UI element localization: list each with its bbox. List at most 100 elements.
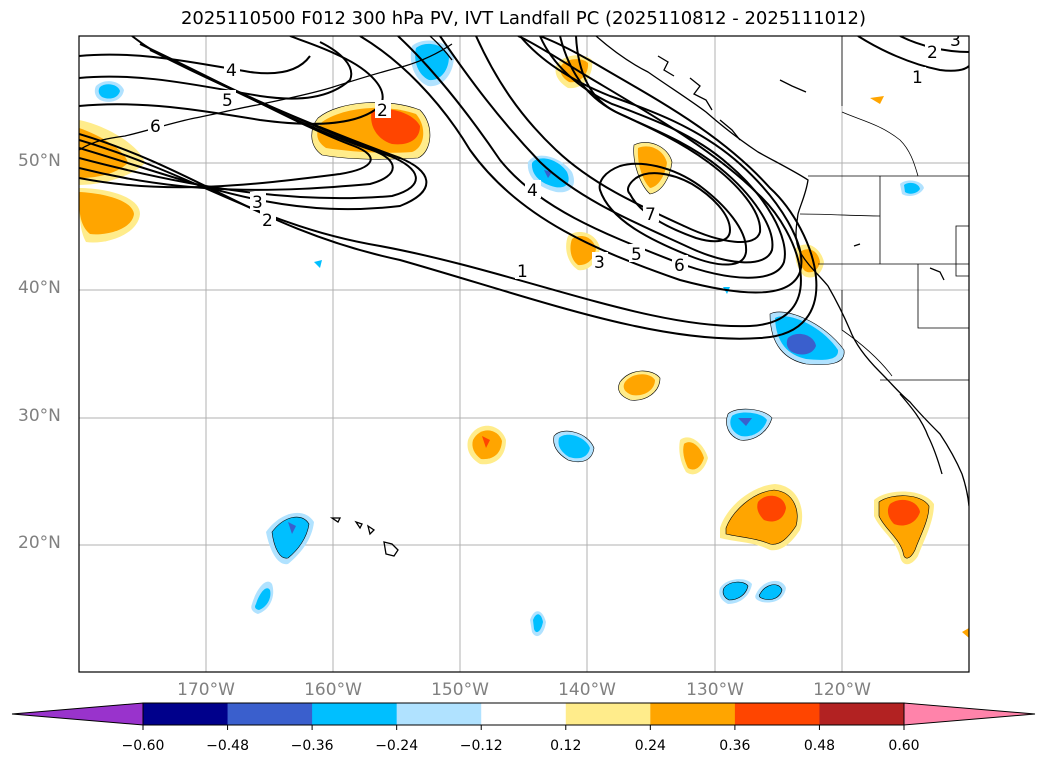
colorbar-bin xyxy=(396,703,482,725)
pv-patch xyxy=(723,582,748,600)
colorbar-tick-label: 0.36 xyxy=(719,738,751,754)
colorbar-frame xyxy=(142,702,905,726)
state-border xyxy=(917,264,969,329)
baja-coast xyxy=(899,393,943,475)
hawaii-island xyxy=(366,524,376,536)
lat-label-20n: 20°N xyxy=(18,533,61,553)
ivt-contour-4 xyxy=(79,53,417,200)
ivt-contour-7 xyxy=(79,36,384,125)
bc-islands xyxy=(657,55,675,77)
contour-label: 3 xyxy=(594,253,605,273)
pv-patch xyxy=(79,128,128,178)
pv-patch xyxy=(533,614,543,633)
map-frame xyxy=(78,35,970,673)
lat-label-50n: 50°N xyxy=(18,151,61,171)
colorbar-tick-label: −0.24 xyxy=(375,738,419,754)
pv-patch xyxy=(288,522,296,534)
lon-label-120w: 120°W xyxy=(813,680,871,700)
pv-patch xyxy=(482,436,490,448)
contour-label: 4 xyxy=(226,61,237,81)
ivt-contour-10 xyxy=(359,36,803,294)
lon-label-170w: 170°W xyxy=(177,680,235,700)
ivt-contour-6 xyxy=(79,43,372,189)
pv-negative-patches xyxy=(94,40,924,637)
hawaii-island xyxy=(354,520,363,530)
colorbar-tick-label: −0.12 xyxy=(459,738,503,754)
colorbar-bin xyxy=(312,703,398,725)
pv-patch xyxy=(79,192,134,235)
pv-patch xyxy=(415,43,449,81)
colorbar-bin xyxy=(650,703,736,725)
colorbar-tick-label: −0.48 xyxy=(206,738,249,754)
colorbar-bin xyxy=(734,703,820,725)
map-title: 2025110500 F012 300 hPa PV, IVT Landfall… xyxy=(180,8,867,29)
contour-label: 1 xyxy=(912,68,923,88)
ivt-contour-16 xyxy=(857,36,969,72)
contour-label: 2 xyxy=(262,211,273,231)
pv-patch xyxy=(255,588,271,610)
pv-patch xyxy=(887,499,920,526)
lon-label-130w: 130°W xyxy=(686,680,744,700)
contour-label: 1 xyxy=(517,262,528,282)
north-america-coast xyxy=(595,36,969,507)
colorbar xyxy=(11,702,1036,730)
colorbar-bin xyxy=(227,703,313,725)
state-border xyxy=(841,290,893,377)
colorbar-extend-high xyxy=(903,702,1036,726)
colorbar-bin xyxy=(819,703,905,725)
pv-patch xyxy=(558,434,590,459)
lat-label-40n: 40°N xyxy=(18,278,61,298)
pv-patch xyxy=(314,260,322,268)
colorbar-bin xyxy=(481,703,567,725)
pv-patch xyxy=(637,146,667,188)
pv-patch xyxy=(962,628,969,638)
canada-border xyxy=(841,111,919,177)
pv-patch xyxy=(272,517,309,559)
colorbar-tick-label: −0.60 xyxy=(121,738,165,754)
pv-patch xyxy=(786,333,816,355)
ivt-contour-8 xyxy=(79,41,353,100)
ivt-contour-14 xyxy=(598,162,748,266)
contour-label: 3 xyxy=(252,193,263,213)
colorbar-bin xyxy=(143,703,229,725)
political-boundaries xyxy=(799,36,969,381)
pv-patch xyxy=(623,374,655,396)
pv-patch xyxy=(738,418,752,426)
contour-label: 5 xyxy=(631,245,642,265)
contour-label: 2 xyxy=(377,101,388,121)
colorbar-tick-label: 0.60 xyxy=(888,738,920,754)
lat-label-30n: 30°N xyxy=(18,406,61,426)
bc-islands xyxy=(719,119,741,141)
coast-detail xyxy=(853,243,861,247)
ivt-contours xyxy=(79,36,969,340)
pv-patch xyxy=(98,84,120,99)
contour-label: 6 xyxy=(674,256,685,276)
pv-patch xyxy=(683,442,704,470)
contour-label: 3 xyxy=(950,31,961,51)
coast-detail xyxy=(779,79,807,93)
contour-labels: 4 5 6 2 3 2 4 3 7 5 6 1 1 2 xyxy=(148,31,961,282)
contour-label: 7 xyxy=(645,205,656,225)
pv-patch xyxy=(870,96,884,104)
ivt-contour-11 xyxy=(397,36,786,279)
state-border xyxy=(955,225,969,277)
hawaii-island xyxy=(383,541,399,557)
contour-label: 5 xyxy=(222,91,233,111)
contour-label: 4 xyxy=(527,181,538,201)
pv-patch xyxy=(759,584,782,600)
alaska-coast xyxy=(429,36,453,61)
colorbar-bin xyxy=(565,703,651,725)
contour-label: 6 xyxy=(150,117,161,137)
lon-label-150w: 150°W xyxy=(431,680,489,700)
ivt-contour-1 xyxy=(79,36,818,340)
contour-label: 2 xyxy=(927,43,938,63)
ivt-contour-2 xyxy=(79,36,802,328)
colorbar-extend-low xyxy=(11,702,144,726)
colorbar-tick-label: −0.36 xyxy=(290,738,334,754)
colorbar-tick-label: 0.24 xyxy=(634,738,666,754)
graticule xyxy=(79,36,969,672)
hawaii-island xyxy=(329,517,342,523)
lon-label-160w: 160°W xyxy=(304,680,362,700)
ivt-contour-13 xyxy=(475,36,762,243)
